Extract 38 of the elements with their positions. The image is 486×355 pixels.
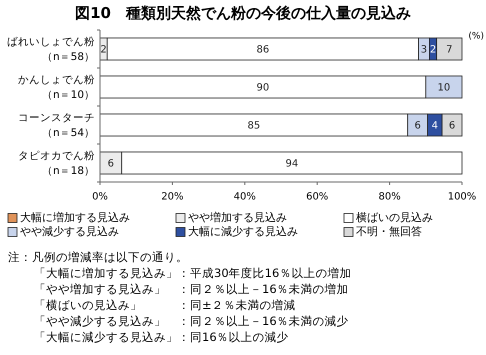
data-label: 6 <box>414 120 421 132</box>
x-tick-label: 40% <box>234 192 256 203</box>
data-label: 6 <box>108 158 114 170</box>
x-tick-label: 60% <box>306 192 328 203</box>
x-tick-label: 80% <box>378 192 401 203</box>
data-label: 10 <box>438 82 450 94</box>
data-label: 86 <box>256 44 270 56</box>
legend-label: 不明・無回答 <box>356 225 422 238</box>
data-label: 2 <box>430 44 436 56</box>
data-label: 85 <box>247 120 260 132</box>
chart-title: 図10 種類別天然でん粉の今後の仕入量の見込み <box>75 4 411 22</box>
text: 「大幅に減少する見込み」：同16％以上の減少 <box>34 330 289 344</box>
text: 注：凡例の増減率は以下の通り。 <box>8 250 188 264</box>
text: (%) <box>468 31 484 42</box>
text: 「やや増加する見込み」 ：同２％以上－16％未満の増加 <box>34 282 349 296</box>
y-tick-label: ばれいしょでん粉（n＝58） <box>7 36 95 63</box>
text: 「大幅に増加する見込み」：平成30年度比16％以上の増加 <box>34 266 352 280</box>
legend-item: 大幅に増加する見込み <box>8 211 130 224</box>
data-label: 3 <box>420 44 428 56</box>
text: 「やや減少する見込み」 ：同２％以上－16％未満の減少 <box>34 314 349 328</box>
y-tick-label: コーンスターチ（n＝54） <box>18 112 95 139</box>
data-label: 7 <box>446 44 453 56</box>
legend-item: 横ばいの見込み <box>344 211 433 224</box>
data-label: 4 <box>432 120 438 132</box>
legend-item: やや増加する見込み <box>176 211 287 224</box>
x-tick-label: 0% <box>92 192 108 203</box>
y-tick-label: タピオカでん粉（n＝18） <box>18 150 95 177</box>
data-label: 90 <box>256 82 270 94</box>
legend-item: やや減少する見込み <box>8 225 119 238</box>
y-tick-label: かんしょでん粉（n＝10） <box>18 74 95 101</box>
text: 「横ばいの見込み」 ：同±２％未満の増減 <box>34 298 296 312</box>
legend-item: 不明・無回答 <box>344 225 422 238</box>
data-label: 94 <box>285 158 298 170</box>
legend-item: 大幅に減少する見込み <box>176 225 298 238</box>
data-label: 2 <box>100 44 107 56</box>
x-tick-label: 100% <box>448 192 476 203</box>
x-tick-label: 20% <box>161 192 184 203</box>
data-label: 6 <box>448 120 456 132</box>
